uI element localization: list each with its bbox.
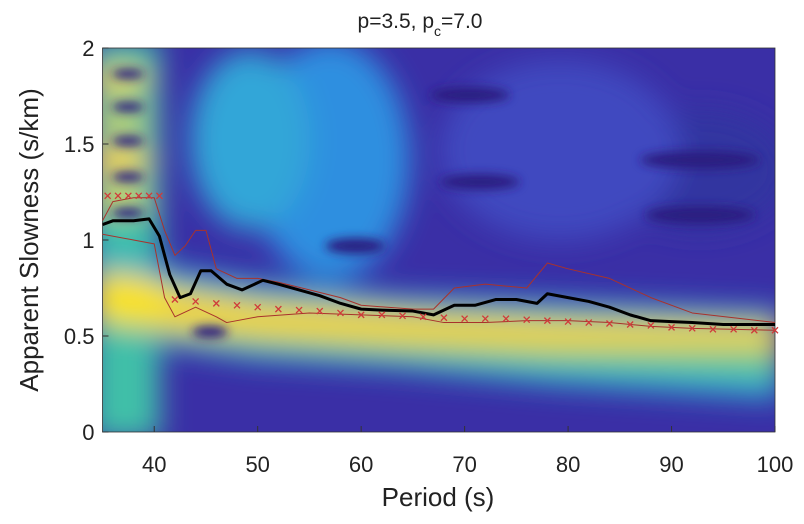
x-marker [399,312,406,320]
x-marker [192,297,200,305]
x-marker [709,325,717,333]
heatmap [102,48,775,432]
x-marker [155,192,163,200]
x-marker [114,192,122,200]
x-marker [481,315,489,323]
y-tick-label: 1 [82,228,94,253]
x-marker [135,192,143,200]
chart-title: p=3.5, pc=7.0 [358,10,483,39]
x-marker [316,307,324,315]
y-tick-label: 2 [82,36,94,61]
x-marker [502,315,510,323]
x-marker [647,321,655,329]
x-marker [274,305,282,313]
x-marker [771,326,779,334]
x-tick-label: 80 [556,452,580,477]
series-line [102,233,775,331]
x-marker [523,316,531,324]
x-marker [585,319,593,327]
x-marker [171,296,179,303]
x-marker [440,314,448,322]
x-marker [564,318,572,326]
y-tick-label: 0.5 [64,324,95,349]
title-subscript: c [434,23,441,39]
x-marker [730,325,738,333]
x-marker [254,303,262,311]
x-marker [419,313,427,321]
x-marker [461,315,469,323]
series-line [102,217,775,326]
x-marker [295,306,303,314]
x-marker [233,301,241,309]
y-axis-label: Apparent Slowness (s/km) [14,88,44,391]
x-marker [750,326,758,334]
x-marker [212,299,220,307]
x-marker [668,323,675,331]
x-marker [688,324,696,332]
y-tick-label: 0 [82,420,94,445]
x-tick-label: 70 [452,452,476,477]
y-tick-label: 1.5 [64,132,95,157]
x-tick-label: 60 [349,452,373,477]
x-marker [606,320,613,327]
x-marker [337,309,344,317]
x-marker [378,311,386,319]
x-axis-label: Period (s) [382,482,495,512]
title-part: =7.0 [441,10,482,33]
x-tick-label: 100 [757,452,794,477]
series-line [102,197,775,324]
x-marker [357,311,365,319]
title-part: p=3.5, p [358,10,434,33]
x-marker [543,317,551,325]
x-marker [104,192,112,200]
x-tick-label: 90 [659,452,683,477]
x-marker [124,192,132,200]
x-marker [626,321,634,328]
x-tick-label: 50 [245,452,269,477]
x-marker [145,192,153,200]
x-tick-label: 40 [142,452,166,477]
